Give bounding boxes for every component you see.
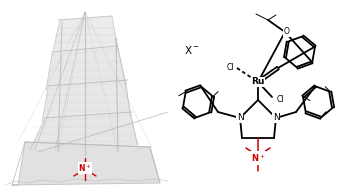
Polygon shape bbox=[116, 38, 138, 150]
Polygon shape bbox=[12, 142, 160, 185]
Polygon shape bbox=[30, 114, 138, 150]
Polygon shape bbox=[46, 48, 126, 90]
Text: N$^+$: N$^+$ bbox=[251, 152, 265, 164]
Text: O: O bbox=[284, 28, 290, 36]
Polygon shape bbox=[42, 82, 130, 122]
Text: Cl: Cl bbox=[227, 63, 234, 71]
Text: Cl: Cl bbox=[277, 94, 285, 104]
Text: Ru: Ru bbox=[251, 77, 265, 87]
Text: X$^-$: X$^-$ bbox=[184, 44, 200, 56]
Text: N: N bbox=[273, 114, 279, 122]
Text: N: N bbox=[237, 114, 243, 122]
Polygon shape bbox=[52, 16, 118, 55]
Text: N$^+$: N$^+$ bbox=[78, 162, 92, 174]
Polygon shape bbox=[35, 12, 85, 150]
